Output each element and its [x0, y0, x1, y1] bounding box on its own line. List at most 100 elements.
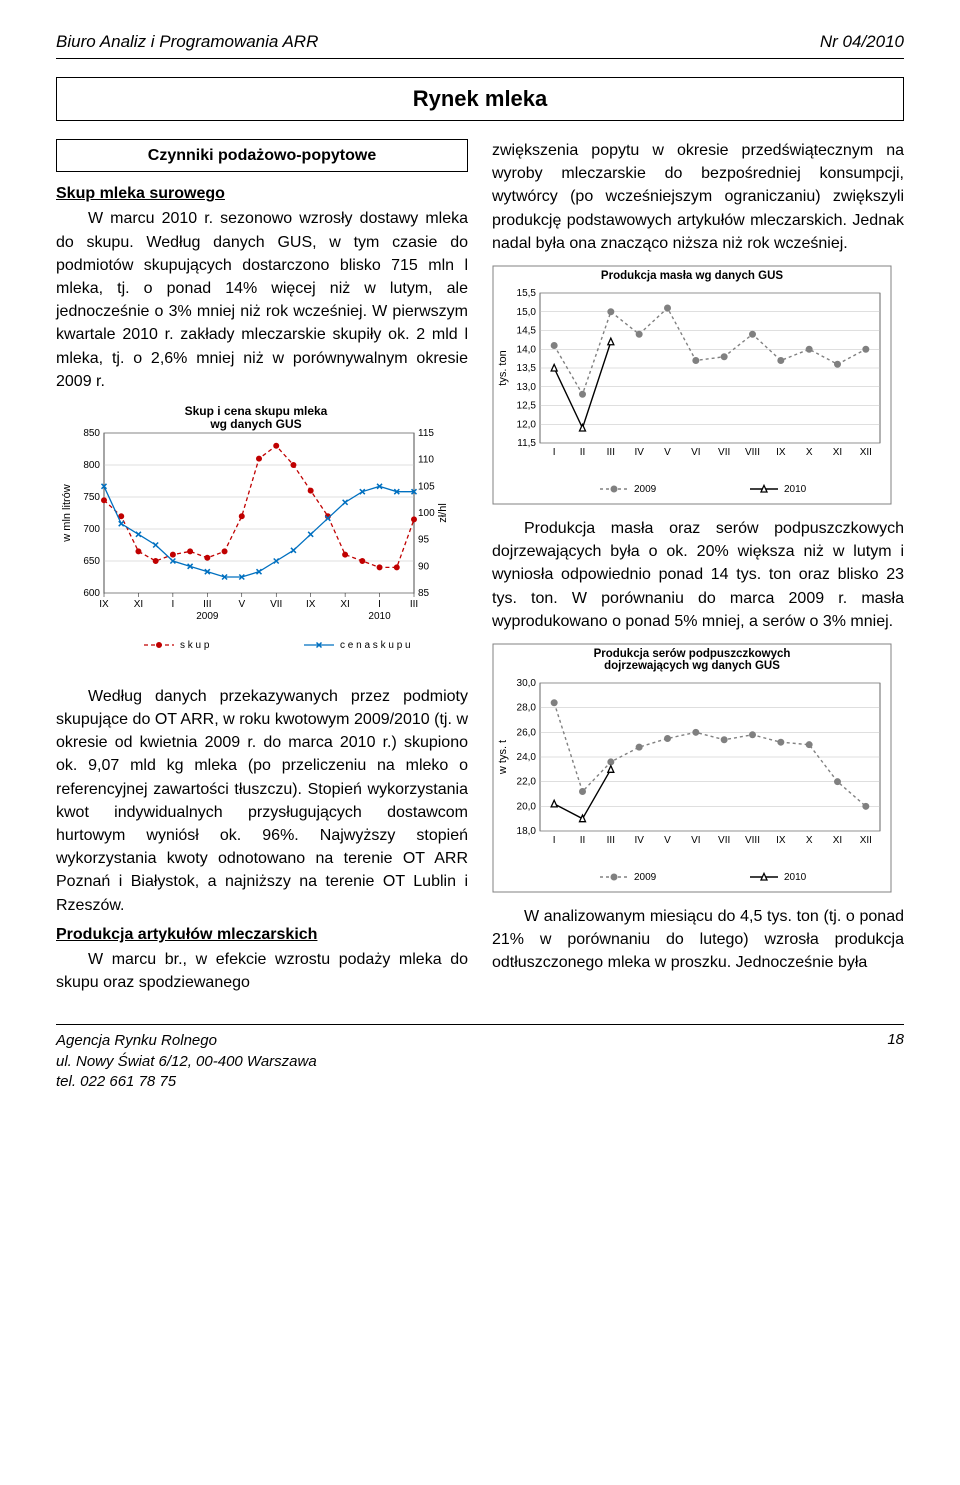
svg-text:zł/hl: zł/hl [437, 503, 449, 523]
svg-text:Produkcja masła wg danych GUS: Produkcja masła wg danych GUS [601, 270, 783, 282]
svg-text:100: 100 [418, 508, 435, 519]
svg-text:III: III [607, 835, 615, 846]
svg-text:II: II [580, 835, 586, 846]
svg-text:XI: XI [833, 447, 842, 458]
svg-text:XII: XII [860, 835, 872, 846]
svg-text:c e n a s k u p u: c e n a s k u p u [340, 640, 411, 651]
subhead-skup: Skup mleka surowego [56, 182, 468, 205]
svg-text:850: 850 [83, 428, 100, 439]
svg-text:IX: IX [776, 835, 786, 846]
svg-text:V: V [664, 835, 671, 846]
svg-text:115: 115 [418, 428, 434, 439]
chart2-svg: Produkcja masła wg danych GUS11,512,012,… [492, 265, 892, 505]
section-box: Czynniki podażowo-popytowe [56, 139, 468, 172]
svg-text:IX: IX [306, 599, 316, 610]
footer: Agencja Rynku Rolnego ul. Nowy Świat 6/1… [56, 1024, 904, 1092]
footer-page: 18 [887, 1031, 904, 1092]
svg-text:VII: VII [718, 835, 730, 846]
chart-skup-cena: Skup i cena skupu mlekawg danych GUS 600 6… [56, 403, 468, 673]
svg-text:28,0: 28,0 [517, 703, 537, 714]
chart-sery: Produkcja serów podpuszczkowychdojrzewaj… [492, 643, 904, 893]
svg-text:wg danych GUS: wg danych GUS [209, 417, 301, 431]
svg-text:650: 650 [83, 556, 100, 567]
header-right: Nr 04/2010 [820, 32, 904, 52]
svg-text:800: 800 [83, 460, 100, 471]
svg-text:11,5: 11,5 [517, 438, 536, 449]
chart1-svg: Skup i cena skupu mlekawg danych GUS 600 6… [56, 403, 456, 673]
svg-text:13,5: 13,5 [517, 363, 537, 374]
svg-text:2010: 2010 [784, 484, 807, 495]
para: W marcu 2010 r. sezonowo wzrosły dostawy… [56, 207, 468, 393]
footer-org: Agencja Rynku Rolnego [56, 1031, 317, 1051]
svg-text:s k u p: s k u p [180, 640, 210, 651]
svg-text:VII: VII [270, 599, 282, 610]
svg-text:IV: IV [634, 447, 644, 458]
svg-text:III: III [410, 599, 418, 610]
svg-text:VIII: VIII [745, 835, 760, 846]
svg-text:IX: IX [776, 447, 786, 458]
svg-text:I: I [171, 599, 174, 610]
para: zwiększenia popytu w okresie przedświąte… [492, 139, 904, 255]
svg-text:XI: XI [134, 599, 143, 610]
svg-text:I: I [378, 599, 381, 610]
svg-text:15,0: 15,0 [517, 307, 537, 318]
svg-text:VII: VII [718, 447, 730, 458]
svg-text:IX: IX [99, 599, 109, 610]
running-header: Biuro Analiz i Programowania ARR Nr 04/2… [56, 32, 904, 52]
svg-text:22,0: 22,0 [517, 777, 537, 788]
para: W analizowanym miesiącu do 4,5 tys. ton … [492, 905, 904, 975]
para: W marcu br., w efekcie wzrostu podaży ml… [56, 948, 468, 994]
svg-text:24,0: 24,0 [517, 752, 537, 763]
svg-text:dojrzewających wg danych GUS: dojrzewających wg danych GUS [604, 660, 780, 672]
svg-text:26,0: 26,0 [517, 727, 537, 738]
svg-text:VIII: VIII [745, 447, 760, 458]
columns: Czynniki podażowo-popytowe Skup mleka su… [56, 139, 904, 1000]
footer-tel: tel. 022 661 78 75 [56, 1072, 317, 1092]
svg-text:X: X [806, 447, 813, 458]
subhead-produkcja: Produkcja artykułów mleczarskich [56, 923, 468, 946]
svg-text:V: V [238, 599, 245, 610]
svg-text:700: 700 [83, 524, 100, 535]
svg-text:X: X [806, 835, 813, 846]
svg-text:110: 110 [418, 455, 434, 466]
svg-text:15,5: 15,5 [517, 288, 537, 299]
svg-text:tys. ton: tys. ton [497, 350, 509, 385]
para: Według danych przekazywanych przez podmi… [56, 685, 468, 917]
svg-text:III: III [607, 447, 615, 458]
page-title: Rynek mleka [56, 77, 904, 121]
svg-text:12,5: 12,5 [517, 400, 537, 411]
svg-text:XI: XI [833, 835, 842, 846]
svg-text:95: 95 [418, 535, 430, 546]
svg-text:Produkcja serów podpuszczkowyc: Produkcja serów podpuszczkowych [594, 648, 791, 660]
svg-text:20,0: 20,0 [517, 801, 537, 812]
header-rule [56, 58, 904, 59]
svg-text:14,0: 14,0 [517, 344, 537, 355]
svg-text:2009: 2009 [634, 872, 657, 883]
chart3-svg: Produkcja serów podpuszczkowychdojrzewaj… [492, 643, 892, 893]
svg-text:105: 105 [418, 481, 435, 492]
svg-text:w mln litrów: w mln litrów [61, 484, 73, 543]
svg-text:V: V [664, 447, 671, 458]
svg-text:2009: 2009 [634, 484, 657, 495]
svg-text:18,0: 18,0 [517, 826, 537, 837]
svg-text:2010: 2010 [784, 872, 807, 883]
svg-text:90: 90 [418, 561, 430, 572]
svg-text:750: 750 [83, 492, 100, 503]
svg-text:Skup i cena skupu mleka: Skup i cena skupu mleka [185, 404, 328, 418]
svg-text:XII: XII [860, 447, 872, 458]
svg-text:III: III [203, 599, 211, 610]
svg-text:2010: 2010 [368, 611, 391, 622]
svg-text:XI: XI [340, 599, 349, 610]
footer-left: Agencja Rynku Rolnego ul. Nowy Świat 6/1… [56, 1031, 317, 1092]
svg-text:VI: VI [691, 447, 700, 458]
svg-text:VI: VI [691, 835, 700, 846]
svg-text:I: I [553, 835, 556, 846]
para: Produkcja masła oraz serów podpuszczkowy… [492, 517, 904, 633]
svg-text:14,5: 14,5 [517, 325, 537, 336]
svg-text:30,0: 30,0 [517, 678, 537, 689]
svg-text:IV: IV [634, 835, 644, 846]
svg-text:II: II [580, 447, 586, 458]
right-column: zwiększenia popytu w okresie przedświąte… [492, 139, 904, 1000]
svg-text:600: 600 [83, 588, 100, 599]
svg-text:w tys. t: w tys. t [497, 740, 509, 775]
